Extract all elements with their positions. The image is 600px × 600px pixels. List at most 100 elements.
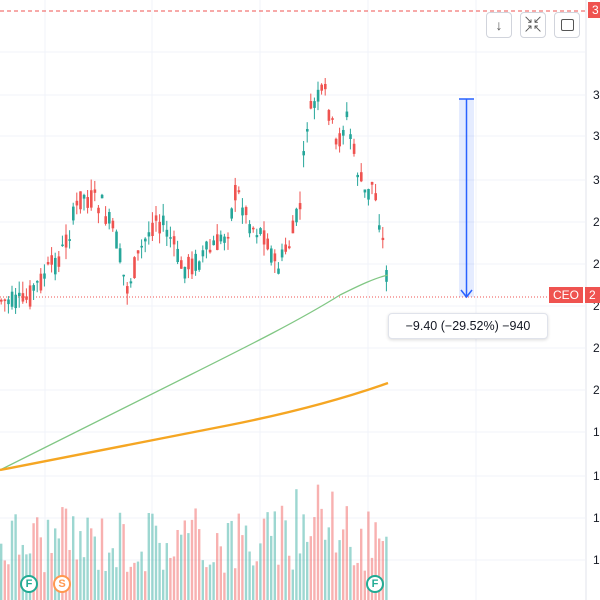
candle-body <box>381 237 385 241</box>
collapse-button[interactable]: ↘↙ ↗↖ <box>520 12 546 38</box>
candle-body <box>111 220 115 229</box>
volume-bar <box>352 565 356 600</box>
volume-bar <box>21 544 24 600</box>
event-marker[interactable]: F <box>20 575 38 593</box>
volume-bar <box>7 564 10 600</box>
candle-body <box>140 245 143 248</box>
candle-body <box>129 281 133 284</box>
volume-bar <box>219 546 222 600</box>
volume-bar <box>216 533 219 600</box>
candle-body <box>108 212 111 224</box>
volume-bar <box>334 552 338 600</box>
candle-body <box>82 194 86 199</box>
volume-bar <box>313 517 316 600</box>
volume-bar <box>151 513 154 600</box>
screen-icon <box>560 19 574 31</box>
candle-body <box>183 266 187 279</box>
moving-average-slow <box>0 381 389 472</box>
candle-body <box>14 294 17 309</box>
candle-body <box>115 231 118 249</box>
volume-bar <box>82 557 86 600</box>
volume-bar <box>126 571 129 600</box>
candle-body <box>100 194 104 199</box>
candle-body <box>64 234 68 248</box>
volume-bar <box>226 523 230 600</box>
volume-bar <box>165 543 168 600</box>
candle-body <box>309 101 313 109</box>
volume-bar <box>57 538 60 600</box>
volume-bar <box>187 533 190 600</box>
candle-body <box>18 292 21 297</box>
volume-bar <box>3 560 6 600</box>
price-axis-tick: 1 <box>593 511 600 525</box>
candle-body <box>180 260 183 269</box>
volume-bar <box>79 531 82 600</box>
volume-bar <box>14 514 17 600</box>
volume-bar <box>342 529 345 600</box>
volume-bar <box>190 519 194 600</box>
volume-bar <box>327 527 330 600</box>
volume-bar <box>108 552 111 600</box>
candle-body <box>234 184 237 201</box>
price-axis-tick: 2 <box>593 257 600 271</box>
candle-body <box>288 246 291 249</box>
volume-bar <box>367 511 370 600</box>
volume-bar <box>262 518 266 600</box>
candle-body <box>248 224 251 234</box>
price-axis-tick: 1 <box>593 469 600 483</box>
candle-body <box>57 256 61 267</box>
scroll-down-button[interactable]: ↓ <box>486 12 512 38</box>
candle-body <box>273 253 277 262</box>
candle-body <box>259 228 262 234</box>
volume-bar <box>280 505 284 600</box>
volume-bar <box>90 528 93 600</box>
candle-body <box>165 229 169 237</box>
volume-bar <box>295 489 298 600</box>
volume-bar <box>234 568 237 600</box>
event-marker[interactable]: F <box>366 575 384 593</box>
candle-body <box>298 203 302 210</box>
volume-bar <box>259 543 262 600</box>
candle-body <box>230 208 233 219</box>
candle-body <box>104 216 107 224</box>
volume-bar <box>230 520 233 600</box>
candle-body <box>144 238 147 242</box>
candle-body <box>154 215 158 221</box>
volume-bar <box>104 570 107 600</box>
event-marker[interactable]: S <box>53 575 71 593</box>
candle-body <box>21 293 25 302</box>
volume-bar <box>291 569 294 600</box>
candle-body <box>162 215 165 226</box>
candle-body <box>331 118 334 120</box>
candle-body <box>39 273 43 291</box>
price-axis-tick: 3 <box>593 129 600 143</box>
volume-bar <box>270 535 273 600</box>
candle-body <box>270 248 273 263</box>
candle-body <box>219 234 223 242</box>
volume-bar <box>248 551 251 600</box>
volume-bar <box>349 546 352 600</box>
volume-bar <box>61 507 64 600</box>
candle-body <box>324 83 327 90</box>
candle-body <box>151 222 154 237</box>
volume-bar <box>208 564 212 600</box>
fullscreen-button[interactable] <box>554 12 580 38</box>
candle-body <box>338 133 341 147</box>
volume-bar <box>345 506 348 600</box>
collapse-arrows-icon: ↘↙ ↗↖ <box>523 14 543 35</box>
volume-bar <box>244 525 248 600</box>
volume-bar <box>140 551 143 600</box>
volume-bar <box>237 513 240 600</box>
candle-body <box>43 273 46 279</box>
volume-bar <box>180 534 183 600</box>
candle-body <box>208 249 212 253</box>
candle-body <box>169 237 172 239</box>
volume-bar <box>93 536 96 600</box>
volume-bar <box>50 552 53 600</box>
candle-body <box>118 248 122 263</box>
price-axis-tick: 2 <box>593 341 600 355</box>
candle-body <box>25 296 28 300</box>
volume-bar <box>147 513 150 600</box>
